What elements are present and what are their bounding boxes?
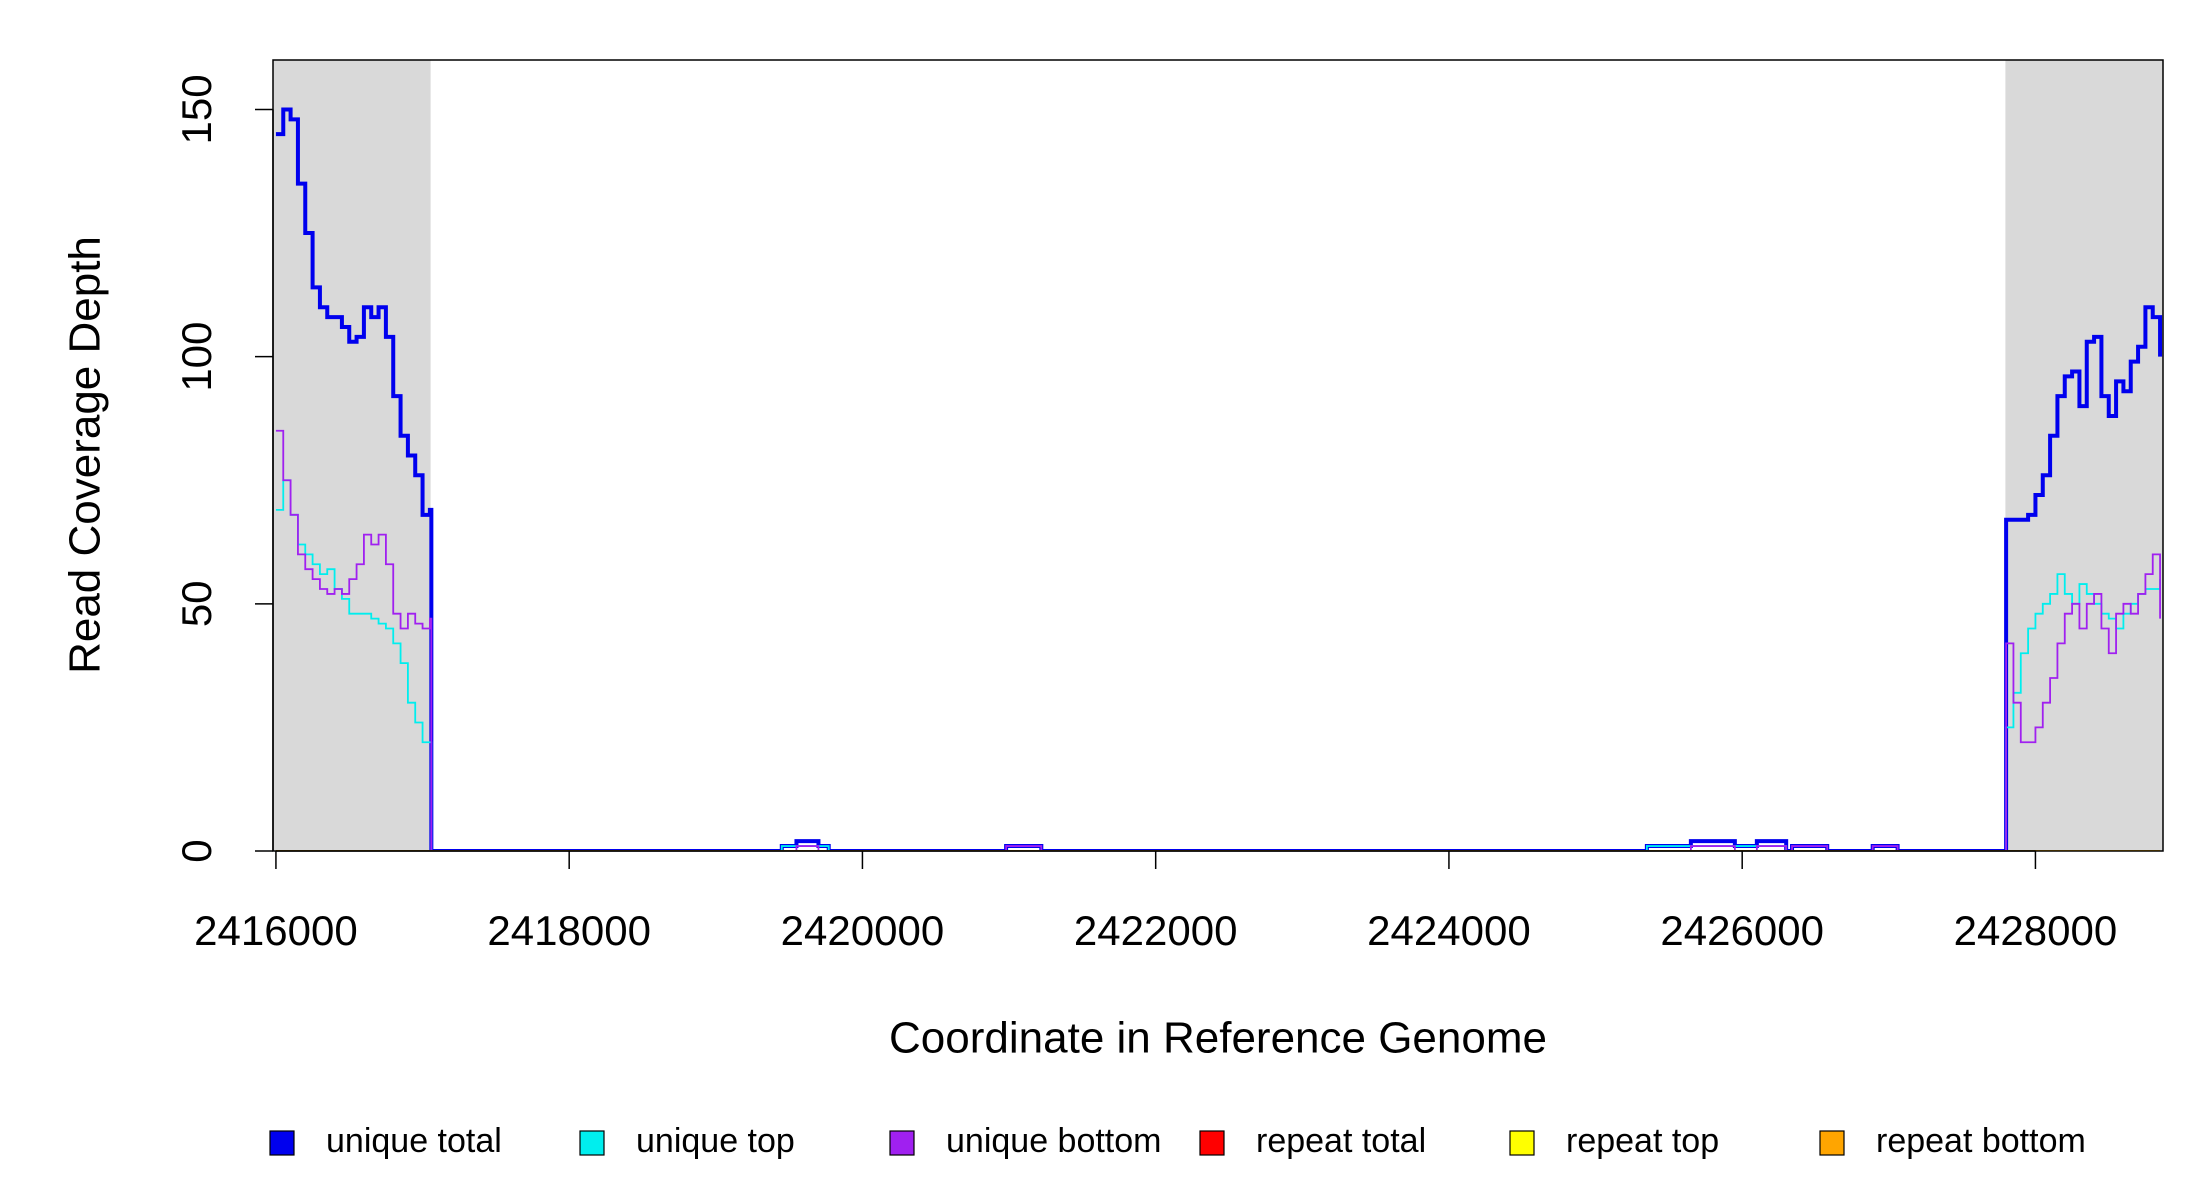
legend-label: repeat total [1256, 1122, 1426, 1160]
x-axis-label: Coordinate in Reference Genome [889, 1014, 1547, 1063]
legend-label: unique top [636, 1122, 795, 1160]
x-tick-label: 2416000 [194, 907, 358, 954]
y-tick-label: 0 [173, 839, 220, 862]
y-tick-label: 50 [173, 580, 220, 627]
x-tick-label: 2420000 [781, 907, 945, 954]
plot-frame [272, 59, 2164, 852]
legend-swatch [269, 1130, 295, 1156]
legend-label: repeat bottom [1876, 1122, 2086, 1160]
legend-label: unique bottom [946, 1122, 1162, 1160]
shaded-region [2005, 60, 2163, 851]
shaded-region [273, 60, 431, 851]
legend-swatch [1819, 1130, 1845, 1156]
series-line [275, 107, 2163, 851]
x-tick-label: 2418000 [487, 907, 651, 954]
x-tick-label: 2422000 [1074, 907, 1238, 954]
legend-label: repeat top [1566, 1122, 1719, 1160]
series-line [275, 429, 2161, 851]
y-tick-label: 100 [173, 322, 220, 392]
x-tick-label: 2426000 [1660, 907, 1824, 954]
series-line [275, 479, 2161, 851]
legend-swatch [1509, 1130, 1535, 1156]
legend-label: unique total [326, 1122, 502, 1160]
x-tick-label: 2424000 [1367, 907, 1531, 954]
legend-swatch [1199, 1130, 1225, 1156]
legend-swatch [889, 1130, 915, 1156]
y-tick-label: 150 [173, 74, 220, 144]
y-axis-label: Read Coverage Depth [61, 236, 110, 674]
legend-swatch [579, 1130, 605, 1156]
x-tick-label: 2428000 [1954, 907, 2118, 954]
